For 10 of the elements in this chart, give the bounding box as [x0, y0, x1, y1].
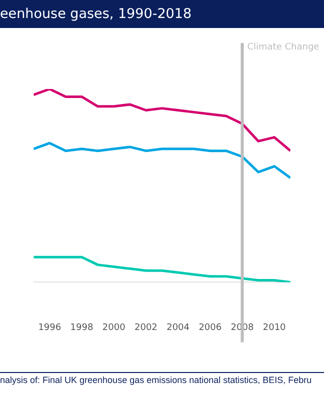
x-tick-label: 2006 — [198, 322, 222, 333]
x-tick-label: 2010 — [262, 322, 286, 333]
x-tick-label: 2004 — [166, 322, 190, 333]
x-tick-label: 1996 — [38, 322, 62, 333]
text: nalysis of: Final UK greenhouse gas emissions national statistics, BEIS, Febru — [0, 372, 324, 386]
x-tick-label: 2000 — [102, 322, 126, 333]
chart-title: eenhouse gases, 1990-2018 — [0, 0, 324, 28]
x-tick-label: 1998 — [70, 322, 94, 333]
ref-line-label: Climate Change — [247, 42, 320, 52]
x-tick-label: 2002 — [134, 322, 158, 333]
